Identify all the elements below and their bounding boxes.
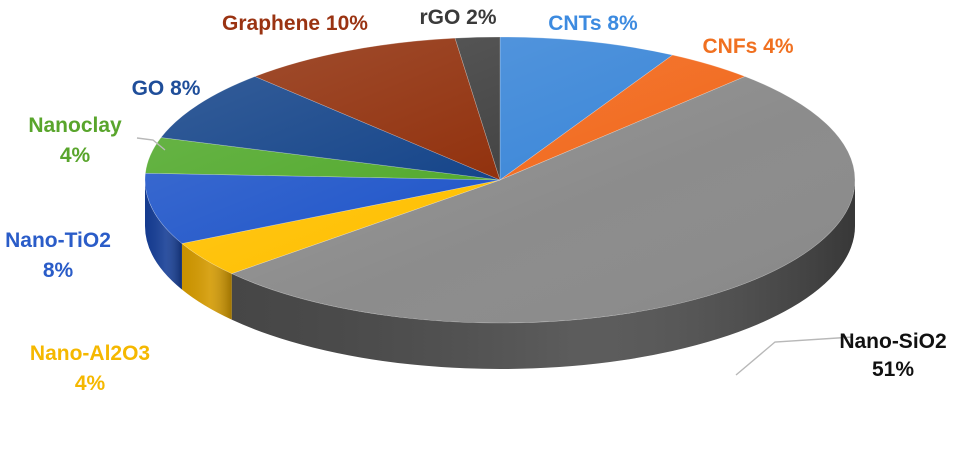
slice-label-graphene: Graphene 10% <box>222 12 368 35</box>
slice-label-nano-tio2: Nano-TiO2 8% <box>5 229 111 282</box>
leader-line-nanoclay <box>136 137 166 151</box>
slice-label-nanoclay: Nanoclay 4% <box>28 114 122 167</box>
slice-label-rgo: rGO 2% <box>419 6 496 29</box>
leader-line-nano-sio2 <box>735 336 854 376</box>
pie-side-shade-nano-sio2 <box>231 180 855 369</box>
slice-label-nano-al2o3: Nano-Al2O3 4% <box>30 342 150 395</box>
slice-label-cnts: CNTs 8% <box>548 12 638 35</box>
pie-side-shade-nano-al2o3 <box>181 243 232 320</box>
slice-label-cnfs: CNFs 4% <box>702 35 793 58</box>
pie-side-shade-nano-tio2 <box>145 180 182 290</box>
slice-label-go: GO 8% <box>132 77 201 100</box>
slice-labels: CNTs 8% CNFs 4% Nano-SiO2 51% Nano-Al2O3 4% Na… <box>5 6 947 395</box>
slice-label-nano-sio2: Nano-SiO2 51% <box>839 330 946 381</box>
leader-lines <box>136 137 854 376</box>
pie-top-faces <box>144 36 856 324</box>
pie-side-walls <box>145 180 855 369</box>
pie-top-highlight <box>145 37 855 323</box>
